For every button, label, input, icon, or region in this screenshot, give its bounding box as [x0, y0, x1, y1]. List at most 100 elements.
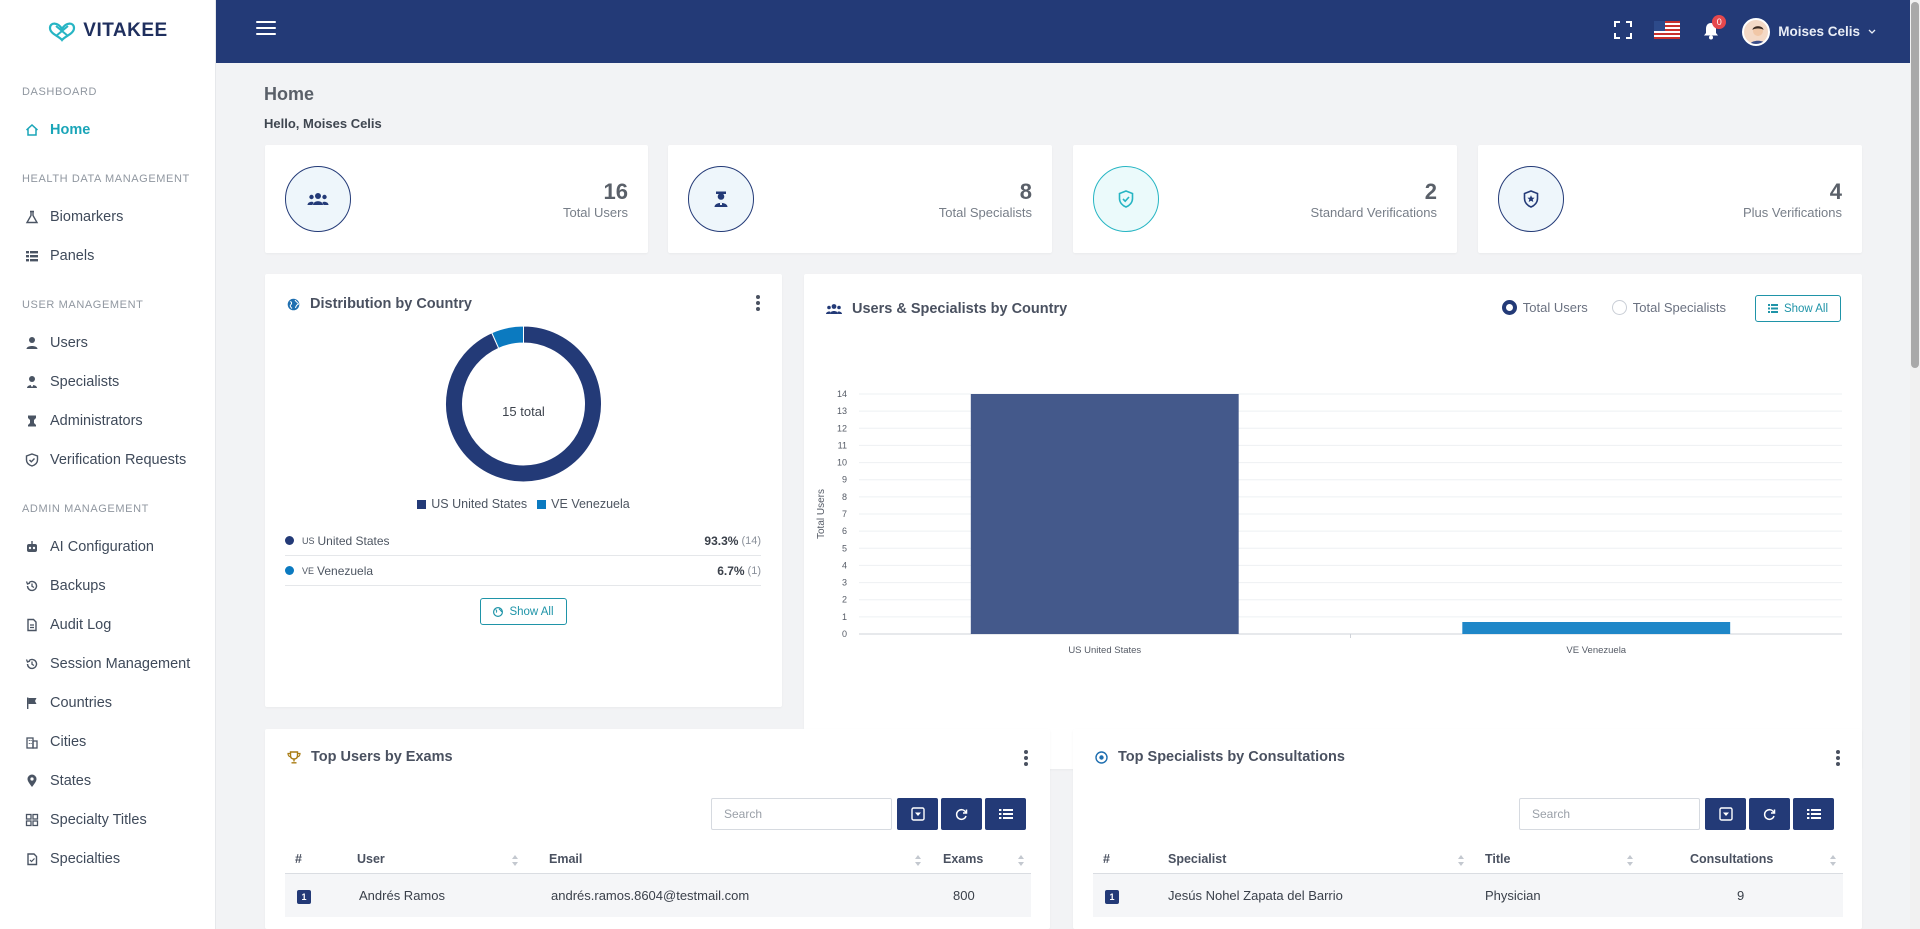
doctor-icon — [24, 374, 40, 390]
x-tick-label: US United States — [1068, 645, 1141, 656]
top-specialists-menu-button[interactable] — [1836, 750, 1840, 766]
column-header-consultations[interactable]: Consultations — [1690, 852, 1774, 866]
page-scrollbar[interactable] — [1910, 0, 1920, 929]
sidebar-item-cities[interactable]: Cities — [0, 722, 215, 761]
metric-radio-group: Total Users Total Specialists — [1501, 300, 1726, 315]
sidebar-item-audit-log[interactable]: Audit Log — [0, 605, 215, 644]
donut-center-label: 15 total — [502, 404, 545, 419]
user-name-cell: Andrés Ramos — [359, 888, 445, 903]
greeting-text: Hello, Moises Celis — [264, 116, 382, 131]
sidebar-item-label: Countries — [50, 694, 113, 711]
column-header-email[interactable]: Email — [549, 852, 583, 866]
radio-total-users[interactable]: Total Users — [1501, 300, 1588, 315]
pie-slice[interactable] — [491, 326, 524, 349]
distribution-show-all-button[interactable]: Show All — [480, 598, 567, 625]
bar-show-all-button[interactable]: Show All — [1755, 295, 1841, 322]
stat-card-total-users: 16 Total Users — [265, 145, 648, 253]
stat-label: Plus Verifications — [1743, 205, 1842, 220]
status-dot — [285, 566, 294, 575]
legend-item-ve[interactable]: VE Venezuela — [537, 497, 630, 511]
table-row[interactable]: 1 Jesús Nohel Zapata del Barrio Physicia… — [1093, 873, 1843, 917]
user-menu[interactable]: Moises Celis — [1742, 17, 1876, 46]
country-name: United States — [317, 533, 390, 548]
top-specialists-search-input[interactable]: Search — [1519, 798, 1700, 830]
shield-star-icon — [1498, 166, 1564, 232]
top-specialists-refresh-button[interactable] — [1749, 798, 1790, 830]
sidebar-item-biomarkers[interactable]: Biomarkers — [0, 197, 215, 236]
column-header-user[interactable]: User — [357, 852, 385, 866]
notifications-button[interactable]: 0 — [1702, 14, 1727, 43]
specialist-name-cell: Jesús Nohel Zapata del Barrio — [1168, 888, 1343, 903]
radio-total-specialists[interactable]: Total Specialists — [1611, 300, 1726, 315]
sidebar-item-states[interactable]: States — [0, 761, 215, 800]
sidebar-item-countries[interactable]: Countries — [0, 683, 215, 722]
top-users-refresh-button[interactable] — [941, 798, 982, 830]
card-title-text: Top Users by Exams — [311, 749, 453, 765]
sidebar-item-label: Administrators — [50, 412, 143, 429]
sidebar-item-specialty-titles[interactable]: Specialty Titles — [0, 800, 215, 839]
sort-icon[interactable] — [1458, 855, 1465, 866]
bar[interactable] — [970, 394, 1239, 634]
sort-icon[interactable] — [512, 855, 519, 866]
sidebar-item-backups[interactable]: Backups — [0, 566, 215, 605]
pie-slice[interactable] — [445, 326, 602, 483]
button-label: Show All — [509, 605, 554, 618]
stat-label: Standard Verifications — [1310, 205, 1437, 220]
sort-icon[interactable] — [1018, 855, 1025, 866]
sidebar-item-label: Biomarkers — [50, 208, 124, 225]
bar-card-title: Users & Specialists by Country — [826, 301, 1067, 317]
y-tick-label: 14 — [837, 389, 847, 399]
sidebar-item-label: AI Configuration — [50, 538, 154, 555]
sidebar-item-session-management[interactable]: Session Management — [0, 644, 215, 683]
sidebar-item-users[interactable]: Users — [0, 323, 215, 362]
sidebar-item-verification-requests[interactable]: Verification Requests — [0, 440, 215, 479]
nav-section-health-data: HEALTH DATA MANAGEMENT — [22, 173, 190, 185]
table-row[interactable]: 1 Andrés Ramos andrés.ramos.8604@testmai… — [285, 873, 1031, 917]
column-header-title[interactable]: Title — [1485, 852, 1511, 866]
distribution-title: Distribution by Country — [287, 296, 472, 312]
top-users-filter-button[interactable] — [897, 798, 938, 830]
top-users-search-input[interactable]: Search — [711, 798, 892, 830]
sidebar-item-ai-configuration[interactable]: AI Configuration — [0, 527, 215, 566]
scrollbar-thumb[interactable] — [1911, 2, 1919, 368]
column-header-rank[interactable]: # — [295, 852, 302, 866]
history-icon — [24, 578, 40, 594]
fullscreen-icon[interactable] — [1614, 21, 1633, 42]
sidebar-item-label: Cities — [50, 733, 87, 750]
sort-icon[interactable] — [1627, 855, 1634, 866]
legend-swatch — [537, 499, 547, 509]
sidebar-item-specialties[interactable]: Specialties — [0, 839, 215, 878]
sidebar-item-label: Specialists — [50, 373, 120, 390]
top-users-columns-button[interactable] — [985, 798, 1026, 830]
users-icon — [826, 304, 842, 314]
sidebar-item-home[interactable]: Home — [0, 110, 215, 149]
trophy-icon — [287, 750, 301, 763]
column-header-exams[interactable]: Exams — [943, 852, 984, 866]
list-icon — [998, 809, 1013, 819]
user-icon — [24, 335, 40, 351]
consultations-cell: 9 — [1737, 888, 1745, 903]
menu-toggle-icon[interactable] — [256, 21, 276, 41]
logo[interactable]: VITAKEE — [0, 0, 215, 62]
column-header-rank[interactable]: # — [1103, 852, 1110, 866]
distribution-row-us: US United States 93.3% (14) — [285, 526, 761, 556]
top-specialists-columns-button[interactable] — [1793, 798, 1834, 830]
stat-value: 4 — [1829, 179, 1842, 204]
bar[interactable] — [1462, 622, 1731, 634]
distribution-menu-button[interactable] — [756, 295, 760, 311]
legend-item-us[interactable]: US United States — [417, 497, 527, 511]
sort-icon[interactable] — [1830, 855, 1837, 866]
sidebar-item-specialists[interactable]: Specialists — [0, 362, 215, 401]
sidebar-item-label: Panels — [50, 247, 95, 264]
sort-icon[interactable] — [915, 855, 922, 866]
sidebar-item-administrators[interactable]: Administrators — [0, 401, 215, 440]
sidebar: VITAKEE DASHBOARD Home HEALTH DATA MANAG… — [0, 0, 216, 929]
sidebar-item-panels[interactable]: Panels — [0, 236, 215, 275]
sidebar-item-label: Audit Log — [50, 616, 112, 633]
rank-badge: 1 — [297, 890, 311, 904]
column-header-specialist[interactable]: Specialist — [1168, 852, 1227, 866]
nav-section-admin-management: ADMIN MANAGEMENT — [22, 503, 149, 515]
top-users-menu-button[interactable] — [1024, 750, 1028, 766]
top-specialists-filter-button[interactable] — [1705, 798, 1746, 830]
us-flag-icon[interactable] — [1654, 21, 1681, 42]
